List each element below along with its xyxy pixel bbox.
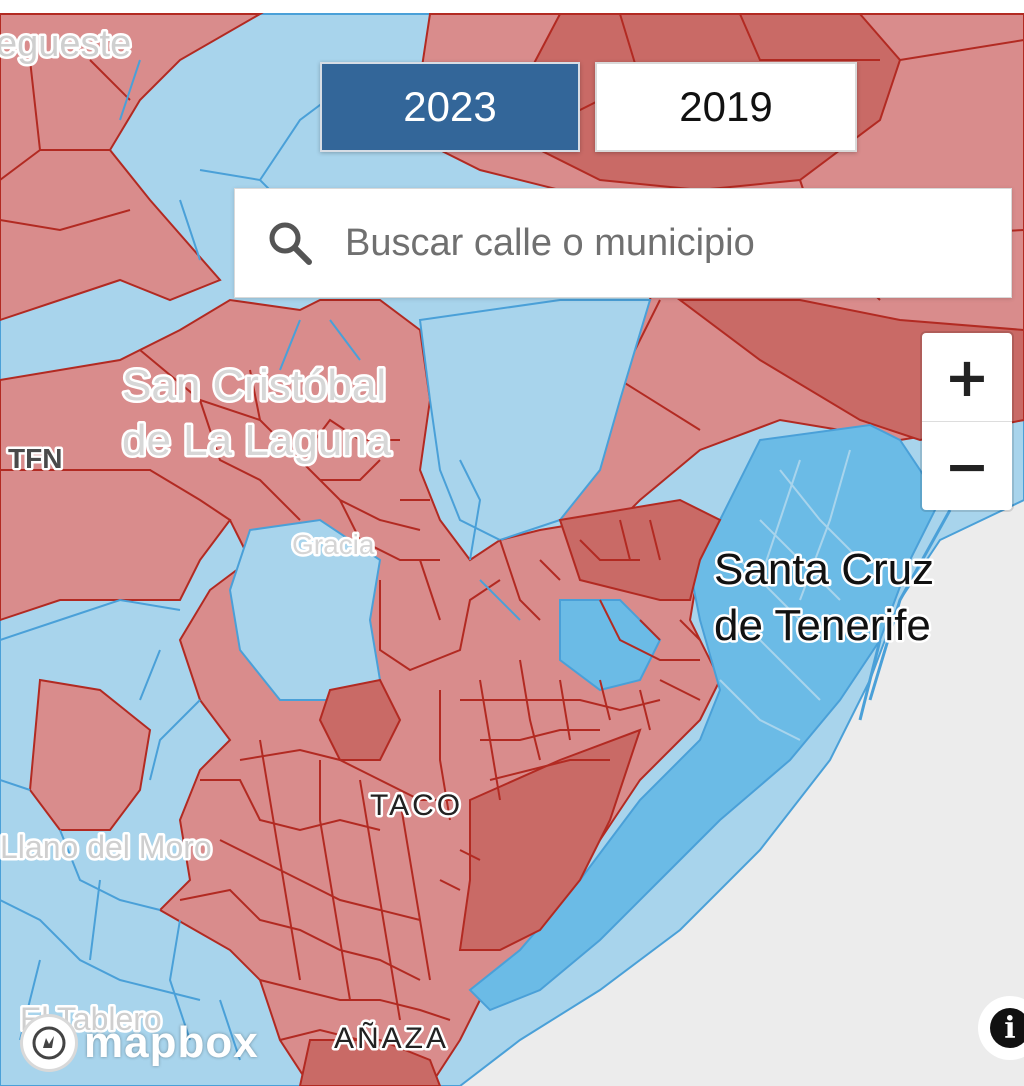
label-san-cristobal-2: de La Laguna xyxy=(122,416,392,465)
info-icon: i xyxy=(990,1008,1024,1048)
region-southwest-red xyxy=(28,678,152,831)
search-icon xyxy=(269,222,312,265)
region-santa-cruz-lines xyxy=(719,449,861,741)
region-nw-borders xyxy=(0,59,131,232)
label-taco: TACO xyxy=(370,789,463,822)
blue-district-borders xyxy=(0,59,521,1061)
zoom-out-button[interactable]: − xyxy=(922,422,1012,510)
region-dark-red-sw xyxy=(318,678,402,761)
year-2019-button[interactable]: 2019 xyxy=(595,62,857,152)
label-tfn: TFN xyxy=(8,443,62,474)
label-egueste: egueste xyxy=(0,23,131,65)
region-santa-cruz-mid xyxy=(559,599,662,692)
label-san-cristobal-1: San Cristóbal xyxy=(122,361,386,410)
search-box[interactable] xyxy=(234,188,1012,298)
harbour-line xyxy=(858,509,952,721)
red-district-borders xyxy=(139,349,701,1041)
info-button[interactable]: i xyxy=(978,996,1024,1060)
search-input[interactable] xyxy=(343,220,967,266)
region-dark-red-east xyxy=(558,498,722,601)
label-anaza: AÑAZA xyxy=(334,1021,449,1055)
label-llano-del-moro: Llano del Moro xyxy=(0,829,212,865)
region-west-red-strip xyxy=(0,469,232,622)
mapbox-logo[interactable]: mapbox xyxy=(20,1012,259,1074)
label-santa-cruz-2: de Tenerife xyxy=(714,601,931,650)
region-santa-cruz-blue xyxy=(468,423,942,1012)
year-2023-button[interactable]: 2023 xyxy=(320,62,580,152)
top-strip xyxy=(0,0,1024,14)
region-dark-red-taco xyxy=(458,728,642,951)
label-santa-cruz-1: Santa Cruz xyxy=(714,545,934,594)
mapbox-logo-icon xyxy=(20,1014,78,1072)
zoom-in-button[interactable]: + xyxy=(922,333,1012,422)
mapbox-logo-text: mapbox xyxy=(84,1018,259,1067)
label-gracia: Gracia xyxy=(292,529,375,560)
region-dark-red-south xyxy=(298,1039,442,1086)
region-north-west-red xyxy=(0,13,264,322)
